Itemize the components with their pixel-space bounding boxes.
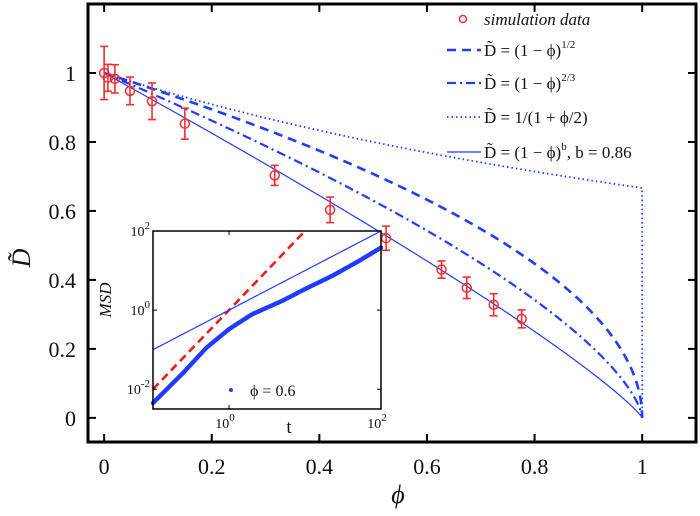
data-point — [124, 76, 136, 106]
y-tick-label: 0 — [65, 406, 76, 431]
legend-entry: simulation data — [458, 10, 590, 29]
data-marker — [146, 96, 158, 107]
x-tick-label: 0.8 — [521, 454, 549, 479]
data-point — [516, 309, 527, 329]
legend-label-text: D̃ = (1 − ϕ) — [484, 143, 561, 162]
legend-label: D̃ = 1/(1 + ϕ/2) — [484, 108, 588, 127]
legend-label-text: D̃ = 1/(1 + ϕ/2) — [484, 108, 588, 127]
y-tick-label: 0.8 — [49, 130, 77, 155]
data-point — [436, 260, 447, 279]
y-axis-label: D̃ — [7, 248, 36, 268]
y-tick-label: 0.4 — [49, 268, 77, 293]
data-point — [380, 225, 392, 252]
model-curve-solid — [103, 72, 643, 419]
main-ticks: 0 0.2 0.4 0.6 0.8 1 0 0.2 0.4 0.6 0.8 1 — [49, 4, 696, 479]
data-point — [179, 107, 191, 140]
main-plot-area — [98, 45, 644, 419]
data-point — [146, 82, 158, 121]
x-tick-label: 0 — [99, 454, 110, 479]
legend-label: D̃ = (1 − ϕ)1/2 — [484, 39, 575, 60]
legend-label-suffix: , b = 0.86 — [567, 143, 632, 162]
data-marker — [109, 73, 121, 85]
legend-label-exponent: 2/3 — [561, 72, 576, 84]
inset-y-tick-label: 10-2 — [127, 378, 150, 398]
inset-plot-area — [150, 230, 384, 406]
x-tick-label: 0.4 — [306, 454, 334, 479]
data-marker — [124, 85, 136, 97]
y-tick-label: 0.2 — [49, 337, 77, 362]
inset-legend-marker — [229, 388, 233, 392]
legend-label-text: D̃ = (1 − ϕ) — [484, 41, 561, 60]
legend-label: D̃ = (1 − ϕ)2/3 — [484, 72, 576, 93]
legend-entry: D̃ = 1/(1 + ϕ/2) — [447, 108, 588, 127]
legend-entry: D̃ = (1 − ϕ)2/3 — [447, 72, 576, 93]
data-marker — [179, 118, 191, 129]
legend-label-exponent: b — [561, 141, 567, 153]
model-curve-dashdot — [103, 71, 644, 418]
inset-x-axis-label: t — [286, 417, 292, 438]
data-marker — [102, 72, 114, 84]
inset-axes-box — [152, 230, 382, 410]
legend-marker-circle — [458, 14, 468, 24]
data-marker — [488, 299, 499, 310]
x-tick-label: 0.6 — [413, 454, 441, 479]
data-point — [461, 276, 473, 300]
legend-entry: D̃ = (1 − ϕ)b, b = 0.86 — [447, 141, 632, 162]
inset-ticks: 100 102 10-2 100 102 — [127, 220, 387, 432]
x-tick-label: 0.2 — [198, 454, 226, 479]
inset: 100 102 10-2 100 102 t MSD ϕ = 0.6 — [96, 220, 387, 438]
legend-label: D̃ = (1 − ϕ)b, b = 0.86 — [484, 141, 632, 162]
legend-label: simulation data — [484, 10, 590, 29]
y-tick-label: 0.6 — [49, 199, 77, 224]
legend-entry: D̃ = (1 − ϕ)1/2 — [447, 39, 575, 60]
data-point — [488, 292, 499, 317]
data-point — [269, 164, 280, 187]
data-marker — [324, 204, 336, 216]
data-marker — [461, 282, 473, 294]
data-marker — [436, 264, 447, 275]
inset-y-tick-label: 100 — [131, 299, 151, 319]
y-tick-label: 1 — [65, 61, 76, 86]
legend-label-text: D̃ = (1 − ϕ) — [484, 74, 561, 93]
data-point — [109, 63, 121, 94]
x-axis-label: ϕ — [391, 480, 404, 509]
inset-y-tick-label: 102 — [131, 220, 151, 240]
data-marker — [516, 313, 527, 325]
inset-x-tick-label: 102 — [367, 412, 387, 432]
legend-label-text: simulation data — [484, 10, 590, 29]
main-axes-box — [86, 2, 698, 444]
inset-background — [153, 231, 381, 409]
x-tick-label: 1 — [637, 454, 648, 479]
data-point — [102, 63, 114, 93]
inset-reference-t-linear — [152, 230, 382, 351]
inset-legend-label: ϕ = 0.6 — [250, 383, 295, 400]
inset-y-axis-label: MSD — [96, 282, 115, 319]
data-point — [324, 196, 336, 224]
legend-label-exponent: 1/2 — [561, 39, 575, 51]
inset-x-tick-label: 100 — [215, 412, 235, 432]
model-curve-dashed — [103, 71, 644, 418]
data-marker — [269, 170, 280, 181]
